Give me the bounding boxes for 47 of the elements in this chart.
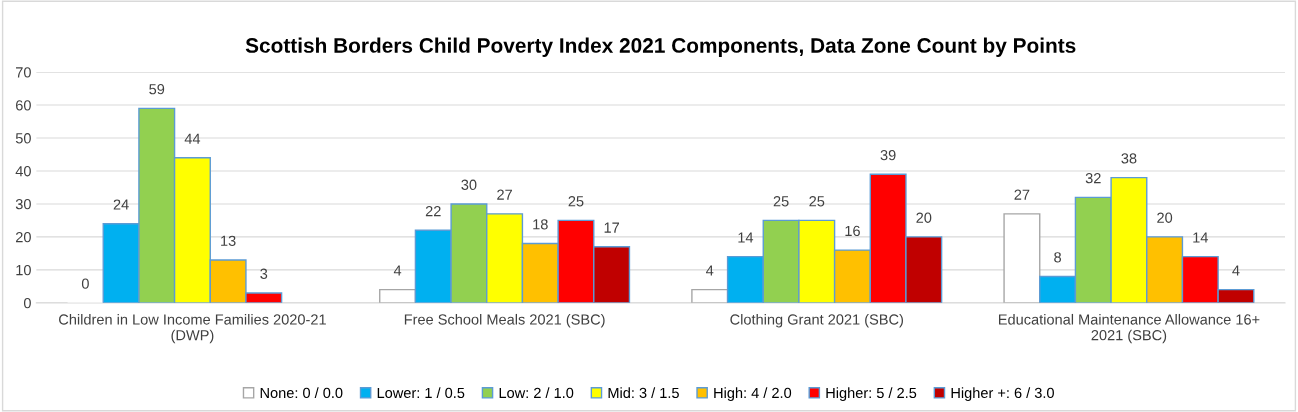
x-tick-label: Clothing Grant 2021 (SBC)	[730, 313, 903, 328]
data-label: 25	[809, 196, 825, 207]
data-label: 30	[461, 179, 477, 190]
y-tick-label: 10	[16, 264, 31, 276]
data-label: 13	[221, 235, 236, 246]
y-tick-label: 20	[16, 232, 31, 243]
y-tick-label: 70	[16, 67, 31, 78]
data-label: 44	[184, 133, 201, 144]
chart-title: Scottish Borders Child Poverty Index 2021 Components, Data Zone Count by Points	[245, 37, 1076, 57]
data-label: 16	[845, 225, 860, 237]
data-label: 39	[880, 149, 896, 161]
data-label: 20	[916, 212, 932, 223]
legend-label: High: 4 / 2.0	[714, 387, 792, 401]
data-label: 32	[1085, 173, 1101, 184]
data-label: 27	[1014, 189, 1030, 200]
data-label: 25	[568, 196, 584, 207]
y-tick-label: 60	[16, 100, 31, 111]
data-label: 27	[497, 189, 512, 200]
legend-label: None: 0 / 0.0	[260, 387, 343, 399]
data-label: 14	[738, 232, 754, 243]
legend-label: Mid: 3 / 1.5	[608, 387, 679, 399]
data-label: 3	[260, 268, 268, 279]
y-tick-label: 30	[15, 199, 31, 210]
data-label: 8	[1054, 252, 1061, 263]
data-label: 59	[149, 84, 165, 95]
data-label: 4	[1232, 265, 1240, 276]
y-tick-label: 0	[23, 297, 31, 309]
data-label: 17	[604, 222, 620, 233]
data-label: 38	[1121, 153, 1137, 164]
x-tick-label: Free School Meals 2021 (SBC)	[404, 313, 605, 328]
legend-label: Low: 2 / 1.0	[499, 387, 574, 399]
data-label: 4	[706, 265, 714, 276]
legend-label: Higher +: 6 / 3.0	[951, 387, 1054, 401]
y-tick-label: 40	[15, 166, 31, 177]
y-tick-label: 50	[15, 133, 31, 144]
data-label: 25	[773, 196, 789, 207]
data-label: 22	[425, 205, 441, 217]
data-label: 20	[1157, 212, 1173, 223]
x-tick-label: Educational Maintenance Allowance 16+ 2021 (SBC)	[999, 313, 1260, 344]
data-label: 24	[113, 199, 129, 210]
data-label: 0	[81, 278, 89, 289]
data-label: 14	[1193, 232, 1208, 243]
legend-label: Higher: 5 / 2.5	[826, 387, 917, 401]
data-label: 4	[393, 265, 402, 276]
legend-label: Lower: 1 / 0.5	[377, 387, 465, 399]
data-label: 18	[533, 219, 548, 230]
x-tick-label: Children in Low Income Families 2020-21 (DWP)	[59, 313, 326, 344]
